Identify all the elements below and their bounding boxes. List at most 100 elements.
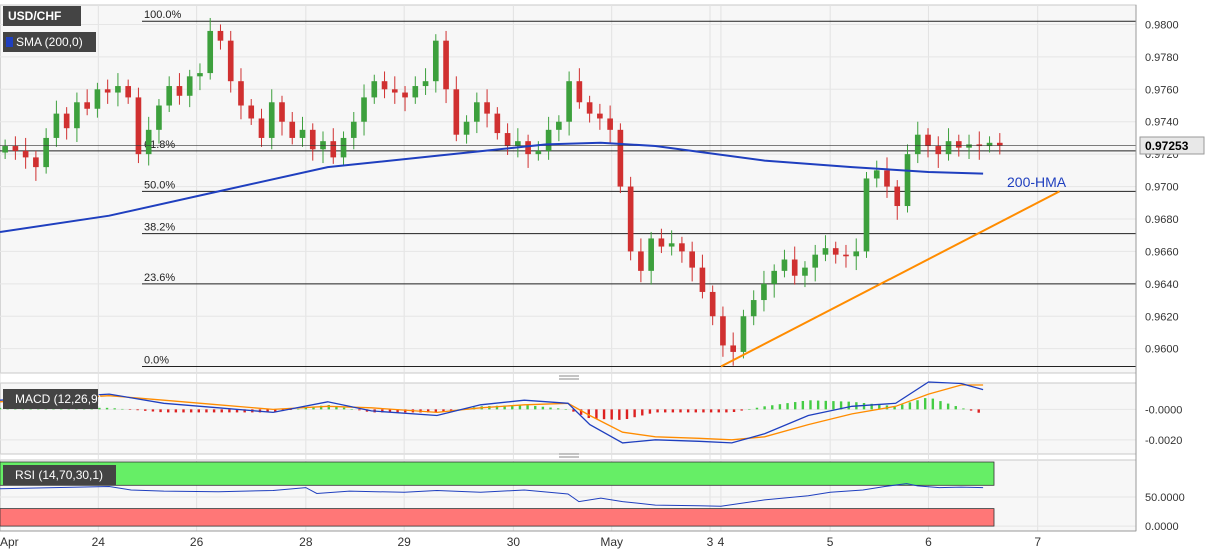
macd-histogram-bar (0, 407, 2, 410)
macd-histogram-bar (541, 406, 545, 410)
sma-label: SMA (200,0) (16, 35, 83, 49)
time-tick-label: 29 (397, 535, 411, 549)
candle-body (802, 267, 808, 276)
macd-histogram-bar (511, 405, 514, 410)
candle-body (381, 81, 388, 90)
macd-histogram-bar (212, 409, 216, 413)
time-tick-label: 30 (507, 535, 521, 549)
macd-histogram-bar (587, 409, 590, 419)
candle-body (279, 102, 285, 122)
macd-histogram-bar (740, 409, 743, 411)
rsi-overbought-zone (0, 461, 995, 486)
macd-histogram-bar (121, 408, 124, 410)
candle-body (135, 97, 142, 155)
candle-body (556, 121, 562, 130)
price-tick-label: 0.9680 (1145, 214, 1179, 226)
macd-histogram-bar (763, 406, 766, 410)
candle-body (84, 102, 90, 109)
macd-histogram-bar (243, 409, 246, 413)
macd-histogram-bar (105, 407, 109, 410)
candle-body (33, 157, 39, 168)
macd-histogram-bar (648, 409, 652, 414)
macd-histogram-bar (801, 400, 805, 410)
hma-annotation: 200-HMA (1007, 174, 1067, 190)
macd-histogram-bar (189, 409, 193, 413)
sma-label-bg (3, 32, 96, 52)
price-tick-label: 0.9800 (1145, 19, 1179, 31)
macd-histogram-bar (182, 409, 185, 413)
macd-tick-label: -0.0000 (1145, 404, 1182, 416)
candle-body (484, 102, 490, 114)
macd-histogram-bar (862, 403, 866, 410)
macd-histogram-bar (625, 409, 629, 420)
candle-body (771, 270, 778, 284)
macd-histogram-bar (748, 409, 751, 410)
candle-body (504, 133, 511, 147)
macd-histogram-bar (98, 407, 101, 410)
macd-histogram-bar (717, 409, 720, 413)
candle-body (658, 238, 665, 247)
candle-body (53, 113, 60, 138)
chart-axes: Apr 24 26 28 29 30 May 3 4 5 6 7 0.9800 0.9780 0.9760 0… (0, 5, 1185, 549)
macd-histogram-bar (916, 400, 919, 410)
rsi-pane-resize-handle[interactable] (559, 453, 579, 458)
time-tick-label: 24 (92, 535, 106, 549)
instrument-label: USD/CHF (8, 9, 61, 23)
macd-histogram-bar (136, 409, 139, 411)
candle-body (925, 134, 931, 147)
macd-panel (0, 381, 984, 444)
fib-level-label: 23.6% (144, 272, 175, 284)
macd-histogram-bar (641, 409, 644, 416)
candle-body (904, 154, 911, 207)
pane-frame (0, 382, 1137, 455)
price-tick-label: 0.9760 (1145, 84, 1179, 96)
candle-body (227, 40, 234, 82)
macd-histogram-bar (228, 409, 231, 413)
last-price-tag: 0.97253 (1145, 139, 1189, 153)
price-tick-label: 0.9780 (1145, 52, 1179, 64)
macd-histogram-bar (579, 409, 583, 415)
candle-body (730, 345, 737, 352)
price-candles (0, 17, 1136, 366)
candle-body (494, 113, 501, 134)
candle-body (156, 105, 162, 130)
candle-body (412, 86, 419, 98)
time-tick-label: 6 (925, 535, 932, 549)
macd-histogram-bar (977, 409, 980, 413)
candle-body (43, 137, 49, 168)
macd-histogram-bar (809, 400, 812, 410)
candle-body (699, 267, 706, 292)
fib-level-label: 50.0% (144, 179, 175, 191)
pane-frame (0, 4, 1137, 374)
candle-body (186, 76, 193, 96)
candle-body (873, 170, 880, 179)
candle-body (996, 142, 1003, 146)
rsi-tick-label: 50.0000 (1145, 492, 1185, 504)
candle-body (248, 105, 255, 119)
candle-body (299, 129, 306, 138)
candle-body (176, 86, 183, 96)
candle-body (2, 146, 8, 153)
fibonacci-levels: 100.0% 61.8% 50.0% 38.2% 23.6% 0.0% (0, 9, 1136, 368)
price-tick-label: 0.9660 (1145, 246, 1179, 258)
candle-body (884, 170, 890, 187)
macd-histogram-bar (694, 409, 697, 413)
fib-level-label: 38.2% (144, 222, 175, 234)
macd-pane-resize-handle[interactable] (559, 375, 579, 380)
macd-histogram-bar (908, 402, 912, 410)
macd-histogram-bar (381, 409, 384, 413)
macd-histogram-bar (526, 405, 529, 410)
macd-histogram-bar (220, 409, 223, 413)
candle-body (453, 89, 460, 135)
candle-body (617, 129, 624, 187)
macd-histogram-bar (449, 409, 453, 411)
candle-body (217, 30, 224, 41)
candle-body (309, 129, 316, 150)
macd-histogram-bar (610, 409, 613, 420)
time-tick-label: 3 (707, 535, 714, 549)
candle-body (371, 81, 378, 98)
macd-histogram-bar (778, 404, 782, 410)
time-tick-label: Apr (0, 535, 19, 549)
candle-body (145, 129, 152, 155)
